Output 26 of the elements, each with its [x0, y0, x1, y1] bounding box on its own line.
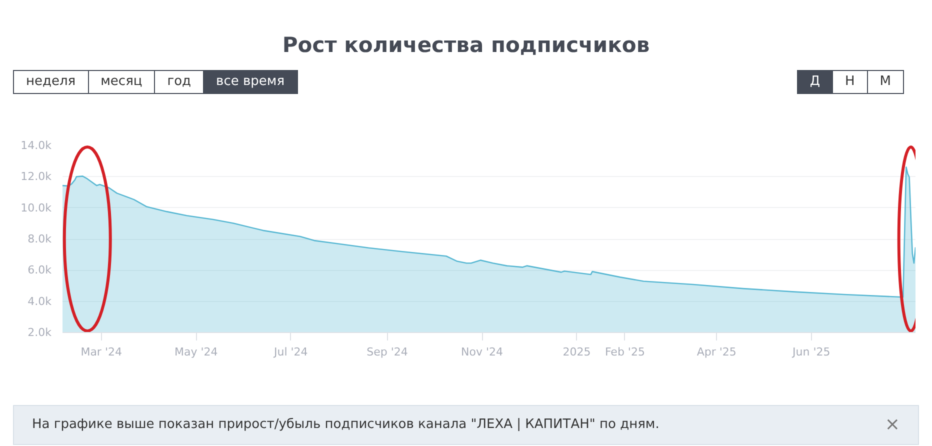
x-tick-label: Jul '24 [273, 346, 308, 358]
x-tick-label: Sep '24 [366, 346, 408, 358]
text: На графике выше показан прирост/убыль подписчиков канала "ЛЕХА | КАПИТАН" по дням. [32, 416, 660, 434]
text: М [866, 70, 904, 94]
text: неделя [13, 70, 89, 94]
x-tick-label: Nov '24 [461, 346, 504, 358]
x-tick-label: Mar '24 [80, 346, 122, 358]
text: × [884, 413, 900, 438]
text: месяц [88, 70, 156, 94]
y-tick-label: 4.0k [28, 294, 52, 308]
y-tick-label: 8.0k [28, 232, 52, 246]
x-tick-label: Jun '25 [792, 346, 830, 358]
y-tick-label: 10.0k [20, 201, 52, 214]
text: Д [796, 70, 833, 94]
y-tick-label: 14.0k [20, 139, 52, 152]
y-tick-label: 2.0k [28, 326, 52, 339]
y-tick-label: 12.0k [20, 170, 52, 184]
y-tick-label: 6.0k [28, 264, 52, 277]
text: Н [832, 70, 868, 94]
x-tick-label: Feb '25 [604, 346, 645, 358]
text: год [154, 70, 204, 94]
text: все время [203, 70, 298, 94]
chart-title: Рост количества подписчиков [282, 32, 650, 59]
x-tick-label: 2025 [562, 346, 591, 358]
x-tick-label: Apr '25 [696, 346, 736, 358]
x-tick-label: May '24 [174, 346, 218, 358]
